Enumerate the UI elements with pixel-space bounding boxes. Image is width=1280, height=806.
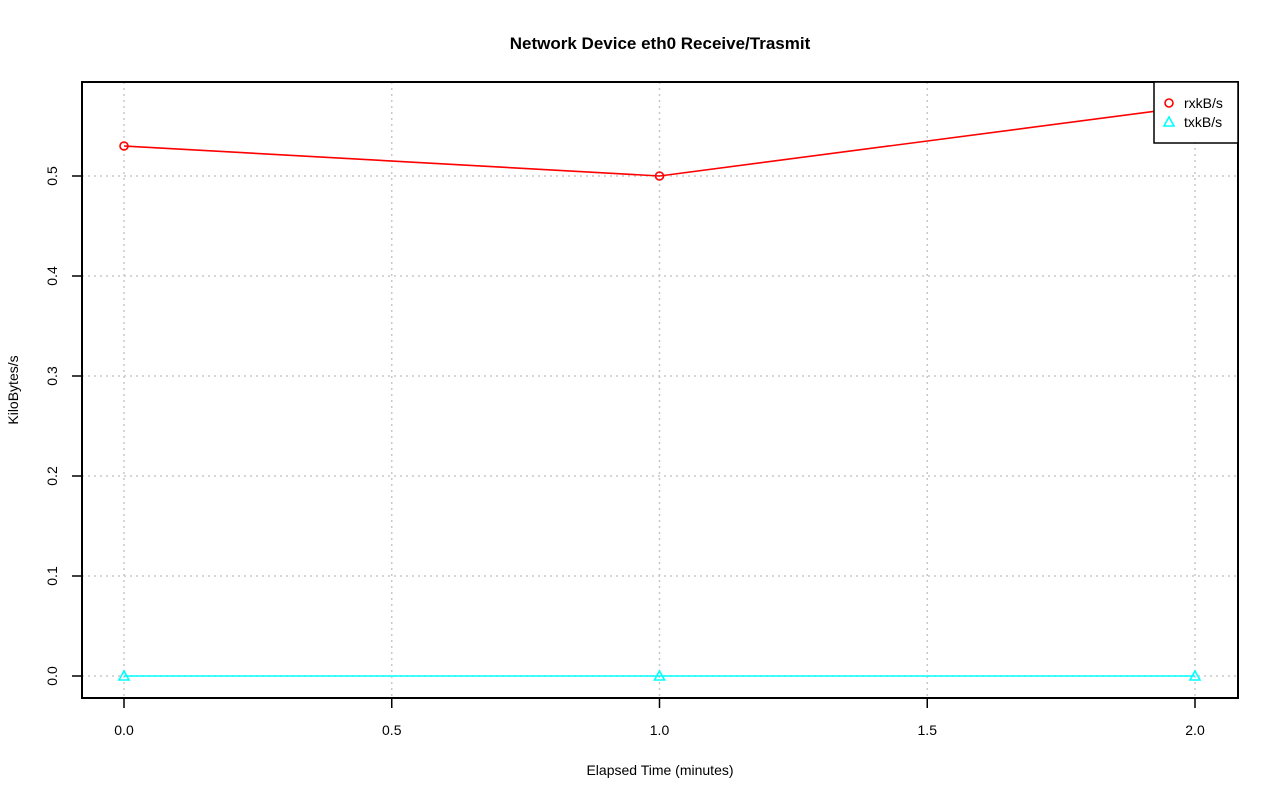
- legend: rxkB/s txkB/s: [1153, 81, 1239, 144]
- x-tick-label: 0.0: [114, 722, 134, 738]
- legend-box: [1153, 81, 1239, 144]
- legend-label: txkB/s: [1184, 114, 1222, 130]
- legend-marker: [1164, 98, 1174, 108]
- y-tick-label: 0.3: [44, 366, 60, 386]
- chart-title: Network Device eth0 Receive/Trasmit: [510, 34, 811, 53]
- y-axis-label: KiloBytes/s: [5, 355, 21, 424]
- data-point: [1188, 669, 1202, 681]
- series-line-rxkBs: [123, 105, 1196, 177]
- y-tick-label: 0.2: [44, 466, 60, 486]
- x-tick-label: 0.5: [382, 722, 402, 738]
- data-point: [117, 669, 131, 681]
- x-axis-label: Elapsed Time (minutes): [586, 762, 733, 778]
- data-point: [119, 141, 129, 151]
- y-tick-label: 0.0: [44, 666, 60, 686]
- legend-marker: [1162, 115, 1176, 127]
- axes: 0.0 0.5 1.0 1.5 2.0 0.0 0.1 0.2 0.3 0.4 0.5: [44, 166, 1205, 738]
- legend-label: rxkB/s: [1184, 95, 1223, 111]
- x-tick-label: 1.5: [918, 722, 938, 738]
- y-tick-label: 0.4: [44, 266, 60, 286]
- x-tick-label: 1.0: [650, 722, 670, 738]
- x-tick-label: 2.0: [1185, 722, 1205, 738]
- data-point: [653, 669, 666, 681]
- y-tick-label: 0.1: [44, 566, 60, 586]
- grid: [82, 82, 1238, 698]
- y-tick-label: 0.5: [44, 166, 60, 186]
- data-point: [654, 171, 665, 181]
